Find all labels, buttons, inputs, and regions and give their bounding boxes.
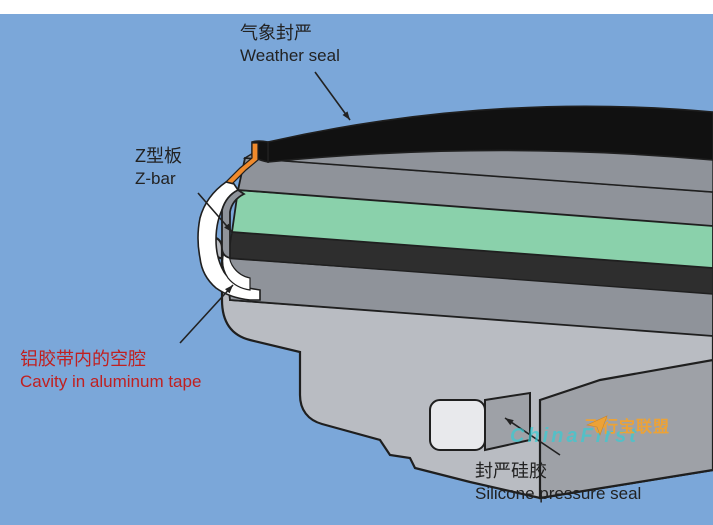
label-z-bar-en: Z-bar	[135, 168, 182, 189]
label-weather-seal: 气象封严 Weather seal	[240, 22, 340, 66]
silicone-square-cavity	[430, 400, 485, 450]
label-weather-seal-cn: 气象封严	[240, 22, 340, 45]
label-weather-seal-en: Weather seal	[240, 45, 340, 66]
label-z-bar: Z型板 Z-bar	[135, 145, 182, 189]
silicone-square-side	[485, 393, 530, 450]
top-white-band	[0, 0, 713, 14]
label-silicone-cn: 封严硅胶	[475, 460, 641, 483]
label-z-bar-cn: Z型板	[135, 145, 182, 168]
diagram-root: 气象封严 Weather seal Z型板 Z-bar 铝胶带内的空腔 Cavi…	[0, 0, 713, 525]
label-cavity-cn: 铝胶带内的空腔	[20, 348, 201, 371]
label-silicone: 封严硅胶 Silicone pressure seal	[475, 460, 641, 504]
diagram-svg	[0, 0, 713, 525]
label-cavity-en: Cavity in aluminum tape	[20, 371, 201, 392]
label-silicone-en: Silicone pressure seal	[475, 483, 641, 504]
label-cavity: 铝胶带内的空腔 Cavity in aluminum tape	[20, 348, 201, 392]
